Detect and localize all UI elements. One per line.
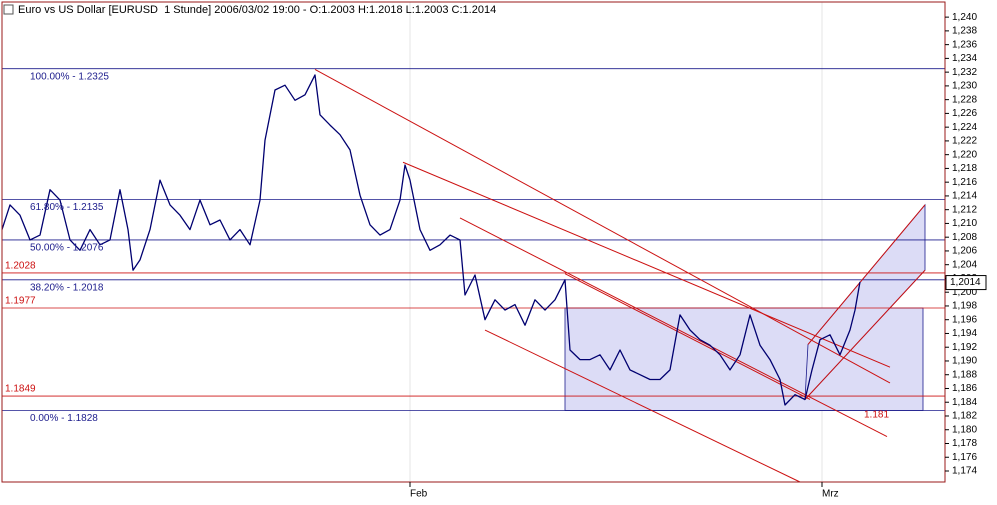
- y-tick-label: 1,182: [952, 411, 977, 422]
- price-level-label: 1.1977: [5, 296, 36, 307]
- y-tick-label: 1,208: [952, 232, 977, 243]
- plot-layer: [1, 2, 945, 483]
- y-tick-label: 1,234: [952, 53, 977, 64]
- y-tick-label: 1,196: [952, 314, 977, 325]
- y-tick-label: 1,194: [952, 328, 977, 339]
- plot-frame: [1, 1, 946, 483]
- y-tick-label: 1,200: [952, 287, 977, 298]
- trend-line: [807, 204, 926, 345]
- fib-level-label: 0.00% - 1.1828: [30, 413, 98, 424]
- y-tick-label: 1,218: [952, 163, 977, 174]
- y-tick-label: 1,238: [952, 26, 977, 37]
- fib-level-label: 100.00% - 1.2325: [30, 71, 109, 82]
- y-tick-label: 1,224: [952, 122, 977, 133]
- y-tick-label: 1,212: [952, 204, 977, 215]
- y-tick-label: 1,184: [952, 397, 977, 408]
- last-price-label: 1,2014: [950, 277, 981, 288]
- trend-line: [459, 217, 888, 438]
- price-level-label: 1.1849: [5, 384, 36, 395]
- y-tick-label: 1,188: [952, 369, 977, 380]
- y-tick-label: 1,214: [952, 191, 977, 202]
- trend-line: [564, 273, 811, 400]
- fib-level-label: 38.20% - 1.2018: [30, 282, 104, 293]
- x-tick-label: Mrz: [822, 489, 839, 500]
- y-tick-label: 1,232: [952, 67, 977, 78]
- trend-line: [804, 269, 926, 400]
- y-tick-label: 1,190: [952, 356, 977, 367]
- y-tick-label: 1,220: [952, 149, 977, 160]
- y-tick-label: 1,210: [952, 218, 977, 229]
- y-tick-label: 1,222: [952, 136, 977, 147]
- y-tick-label: 1,240: [952, 12, 977, 23]
- trend-line: [314, 68, 891, 384]
- trend-line: [484, 329, 801, 483]
- title-icon: [3, 4, 14, 15]
- trend-label: 1.181: [864, 410, 889, 421]
- y-tick-label: 1,204: [952, 259, 977, 270]
- trend-line: [402, 161, 891, 368]
- y-tick-label: 1,198: [952, 301, 977, 312]
- y-tick-label: 1,174: [952, 466, 977, 477]
- y-tick-label: 1,180: [952, 424, 977, 435]
- y-tick-label: 1,178: [952, 438, 977, 449]
- fib-level-label: 50.00% - 1.2076: [30, 243, 104, 254]
- y-tick-label: 1,228: [952, 94, 977, 105]
- y-tick-label: 1,176: [952, 452, 977, 463]
- y-tick-label: 1,226: [952, 108, 977, 119]
- y-tick-label: 1,216: [952, 177, 977, 188]
- fib-level-label: 61.80% - 1.2135: [30, 202, 104, 213]
- x-tick-label: Feb: [410, 489, 428, 500]
- price-level-label: 1.2028: [5, 261, 36, 272]
- y-tick-label: 1,192: [952, 342, 977, 353]
- price-line: [1, 74, 861, 406]
- y-tick-label: 1,206: [952, 246, 977, 257]
- y-tick-label: 1,236: [952, 39, 977, 50]
- y-tick-label: 1,186: [952, 383, 977, 394]
- y-tick-label: 1,230: [952, 81, 977, 92]
- last-price-box: [945, 275, 987, 291]
- chart-title: Euro vs US Dollar [EURUSD 1 Stunde] 2006…: [18, 4, 496, 16]
